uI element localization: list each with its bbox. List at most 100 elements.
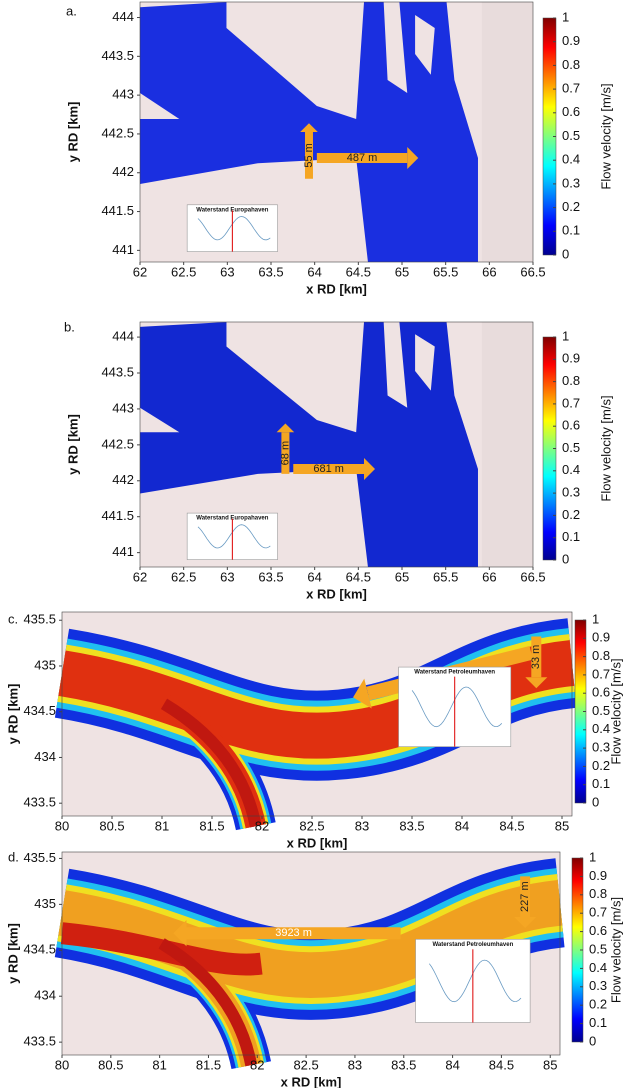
x-tick-label: 81.5 <box>196 1057 221 1072</box>
colorbar-tick-label: 0.7 <box>562 81 580 96</box>
plot-frame <box>61 851 561 1056</box>
colorbar-tick-label: 0.2 <box>562 507 580 522</box>
arrow-head <box>353 678 372 709</box>
x-tick-label: 66 <box>482 264 496 279</box>
y-tick-label: 444 <box>112 9 134 24</box>
y-tick-label: 435.5 <box>23 612 56 627</box>
colorbar-label: Flow velocity [m/s] <box>608 897 623 1003</box>
colorbar-tick-label: 0.9 <box>592 630 610 645</box>
y-tick-label: 442.5 <box>101 125 134 140</box>
x-tick-label: 64 <box>307 264 321 279</box>
y-tick-label: 433.5 <box>23 795 56 810</box>
y-tick-label: 443 <box>112 400 134 415</box>
y-tick-label: 435 <box>34 896 56 911</box>
y-tick-label: 434.5 <box>23 703 56 718</box>
colorbar-tick-label: 0.4 <box>589 960 607 975</box>
colorbar-label: Flow velocity [m/s] <box>608 658 623 764</box>
colorbar-tick-label: 1 <box>589 849 596 864</box>
annotation: 487 m <box>347 152 378 164</box>
colorbar-tick-label: 0.5 <box>562 128 580 143</box>
y-tick-label: 441.5 <box>101 203 134 218</box>
colorbar-label: Flow velocity [m/s] <box>598 395 613 501</box>
colorbar-tick-label: 0.2 <box>589 997 607 1012</box>
y-tick-label: 441 <box>112 242 134 257</box>
colorbar-tick-label: 0.7 <box>592 666 610 681</box>
inset-curve <box>197 216 271 241</box>
colorbar-tick-label: 0.3 <box>592 740 610 755</box>
inset-title: Waterstand Europahaven <box>196 516 268 522</box>
y-tick-label: 442.5 <box>101 436 134 451</box>
colorbar-tick-label: 0.4 <box>562 152 580 167</box>
colorbar-tick-label: 0.2 <box>562 199 580 214</box>
x-tick-label: 66 <box>482 569 496 584</box>
x-tick-label: 82 <box>250 1057 264 1072</box>
y-tick-label: 441.5 <box>101 508 134 523</box>
x-axis-label: x RD [km] <box>306 586 367 601</box>
colorbar-tick-label: 0.7 <box>589 905 607 920</box>
land-block <box>481 322 533 567</box>
colorbar-tick-label: 1 <box>592 611 599 626</box>
x-tick-label: 62.5 <box>171 264 196 279</box>
inset-curve <box>411 686 503 728</box>
colorbar-tick-label: 0.8 <box>592 648 610 663</box>
colorbar-tick-label: 0.9 <box>562 33 580 48</box>
x-tick-label: 62 <box>133 264 147 279</box>
y-axis-label: y RD [km] <box>5 923 20 984</box>
x-tick-label: 83 <box>348 1057 362 1072</box>
x-tick-label: 64.5 <box>346 264 371 279</box>
x-tick-label: 63.5 <box>258 569 283 584</box>
land-block <box>481 2 533 262</box>
river-band <box>58 879 563 998</box>
arrow-head <box>525 677 548 689</box>
x-tick-label: 81 <box>152 1057 166 1072</box>
colorbar-tick-label: 0.1 <box>592 776 610 791</box>
colorbar-label: Flow velocity [m/s] <box>598 83 613 189</box>
y-tick-label: 443 <box>112 87 134 102</box>
colorbar-tick-label: 0 <box>562 551 569 566</box>
y-tick-label: 435.5 <box>23 850 56 865</box>
y-tick-label: 444 <box>112 329 134 344</box>
colorbar-tick-label: 0.6 <box>562 418 580 433</box>
colorbar-tick-label: 0.7 <box>562 395 580 410</box>
x-tick-label: 82 <box>255 818 269 833</box>
x-tick-label: 83.5 <box>399 818 424 833</box>
inset-curve <box>428 959 522 1003</box>
x-tick-label: 65.5 <box>433 264 458 279</box>
annotation: 55 m <box>303 143 315 167</box>
y-tick-label: 441 <box>112 544 134 559</box>
x-tick-label: 65.5 <box>433 569 458 584</box>
inset-curve <box>197 524 271 549</box>
colorbar-tick-label: 0.3 <box>589 978 607 993</box>
x-tick-label: 83 <box>355 818 369 833</box>
annotation: 3923 m <box>275 927 312 939</box>
y-tick-label: 442 <box>112 164 134 179</box>
colorbar-tick-label: 0.5 <box>562 440 580 455</box>
pier <box>415 334 435 391</box>
x-tick-label: 65 <box>395 569 409 584</box>
colorbar-tick-label: 0.4 <box>592 721 610 736</box>
y-tick-label: 443.5 <box>101 48 134 63</box>
arrow-head <box>407 147 419 169</box>
y-tick-label: 433.5 <box>23 1034 56 1049</box>
x-tick-label: 65 <box>395 264 409 279</box>
y-tick-label: 434 <box>34 988 56 1003</box>
x-tick-label: 82.5 <box>293 1057 318 1072</box>
x-tick-label: 66.5 <box>520 569 545 584</box>
x-tick-label: 63.5 <box>258 264 283 279</box>
plot-frame <box>61 611 573 817</box>
x-tick-label: 63 <box>220 264 234 279</box>
colorbar-tick-label: 0.6 <box>592 685 610 700</box>
colorbar-tick-label: 0.6 <box>562 104 580 119</box>
colorbar-tick-label: 0 <box>592 794 599 809</box>
inset-title: Waterstand Petroleumhaven <box>414 670 495 676</box>
x-tick-label: 62.5 <box>171 569 196 584</box>
x-tick-label: 83.5 <box>391 1057 416 1072</box>
y-tick-label: 434 <box>34 749 56 764</box>
x-tick-label: 80 <box>55 818 69 833</box>
plot-frame <box>139 1 534 263</box>
colorbar-tick-label: 0.2 <box>592 758 610 773</box>
colorbar-tick-label: 0.9 <box>589 868 607 883</box>
annotation: 68 m <box>279 441 291 465</box>
colorbar-tick-label: 0.5 <box>589 941 607 956</box>
